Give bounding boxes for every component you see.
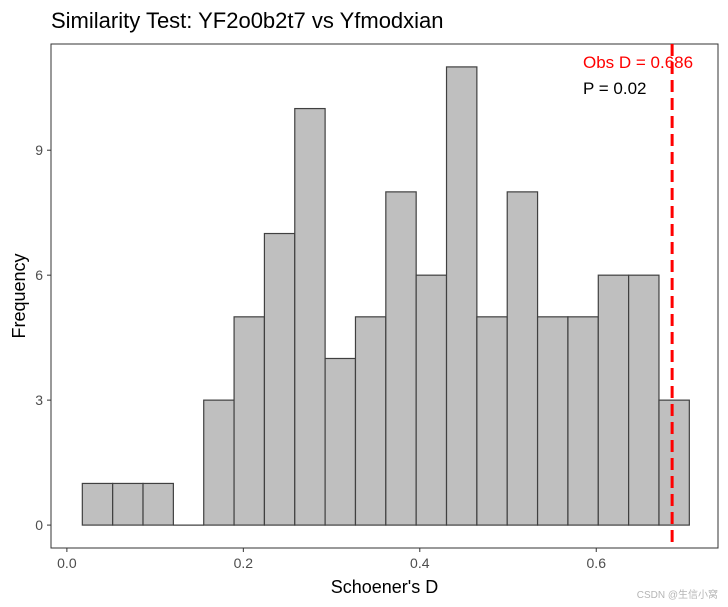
- histogram-bar: [112, 482, 144, 526]
- histogram-bar: [142, 482, 174, 526]
- y-tick-label: 3: [35, 392, 43, 408]
- histogram-bar: [294, 107, 326, 526]
- p-value-label: P = 0.02: [583, 79, 647, 98]
- plot-panel-border: [50, 43, 719, 549]
- x-tick-label: 0.6: [587, 555, 607, 571]
- histogram-bar: [203, 399, 235, 526]
- histogram-bar: [476, 316, 508, 526]
- observed-d-label: Obs D = 0.686: [583, 53, 693, 72]
- y-tick-label: 0: [35, 517, 43, 533]
- y-axis-ticks: 0 3 6 9: [35, 142, 51, 533]
- x-tick-label: 0.2: [234, 555, 254, 571]
- x-tick-label: 0.4: [410, 555, 430, 571]
- y-axis-title: Frequency: [9, 253, 29, 338]
- histogram-bar: [597, 274, 630, 526]
- histogram-bar: [385, 191, 417, 526]
- histogram-bar: [233, 316, 266, 526]
- histogram-bar: [354, 316, 387, 526]
- x-tick-label: 0.0: [57, 555, 77, 571]
- histogram-bar: [658, 399, 690, 526]
- histogram-bar: [506, 191, 539, 526]
- histogram-bar: [567, 316, 599, 526]
- histogram-bar: [445, 66, 478, 526]
- histogram-bar: [81, 482, 114, 526]
- histogram-bar: [263, 232, 296, 526]
- y-tick-label: 6: [35, 267, 43, 283]
- histogram-bar: [415, 274, 448, 526]
- histogram-bar: [536, 316, 569, 526]
- chart-title: Similarity Test: YF2o0b2t7 vs Yfmodxian: [51, 8, 444, 33]
- bars-layer: [81, 66, 690, 526]
- histogram-bar: [628, 274, 660, 526]
- watermark-text: CSDN @生信小窝: [637, 588, 718, 601]
- y-tick-label: 9: [35, 142, 43, 158]
- x-axis-ticks: 0.0 0.2 0.4 0.6: [57, 548, 606, 571]
- histogram-bar: [324, 357, 357, 526]
- x-axis-title: Schoener's D: [331, 577, 439, 597]
